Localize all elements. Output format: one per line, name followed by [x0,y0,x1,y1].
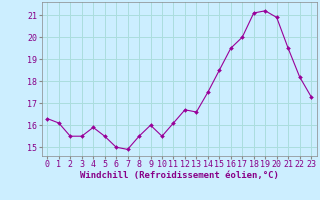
X-axis label: Windchill (Refroidissement éolien,°C): Windchill (Refroidissement éolien,°C) [80,171,279,180]
